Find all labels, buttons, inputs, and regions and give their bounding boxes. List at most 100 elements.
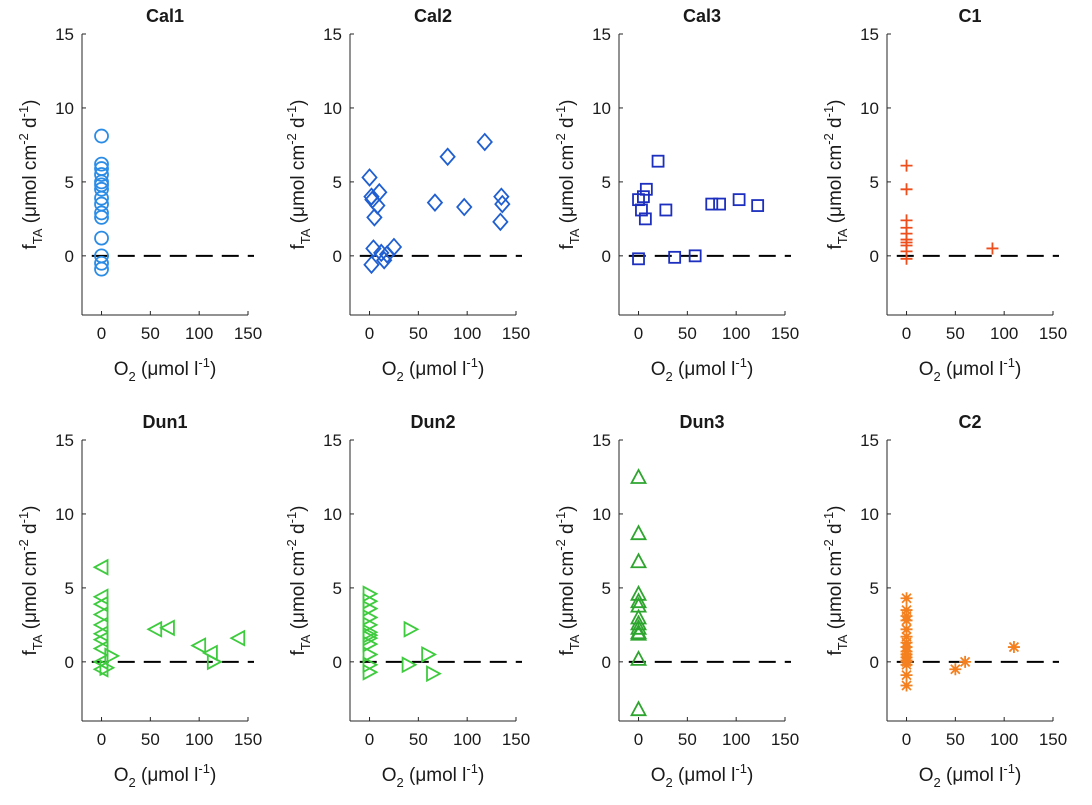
x-tick-label: 50: [141, 324, 160, 343]
data-point: [146, 620, 163, 638]
data-point: [630, 552, 648, 569]
y-axis-label: fTA (μmol cm-2 d-1): [553, 99, 582, 249]
x-tick-label: 50: [946, 324, 965, 343]
data-point: [1007, 641, 1020, 654]
x-axis-label: O2 (μmol l-1): [382, 761, 485, 790]
data-point: [369, 196, 386, 215]
data-point: [375, 250, 393, 270]
data-point: [94, 190, 109, 206]
x-tick-label: 100: [722, 730, 750, 749]
x-tick-label: 100: [722, 324, 750, 343]
y-tick-label: 0: [65, 247, 74, 266]
data-point: [688, 249, 702, 263]
x-axis-label: O2 (μmol l-1): [919, 355, 1022, 384]
data-point: [190, 637, 207, 655]
y-tick-label: 10: [592, 505, 611, 524]
y-tick-label: 10: [592, 99, 611, 118]
data-point: [493, 187, 510, 207]
y-tick-label: 15: [323, 431, 342, 450]
y-tick-label: 5: [870, 173, 879, 192]
data-point: [94, 255, 109, 271]
y-tick-label: 15: [323, 25, 342, 44]
y-tick-label: 10: [323, 505, 342, 524]
x-tick-label: 50: [678, 324, 697, 343]
x-axis-label: O2 (μmol l-1): [114, 355, 217, 384]
y-tick-label: 10: [55, 99, 74, 118]
data-point: [713, 197, 726, 211]
data-point: [385, 237, 403, 257]
data-point: [639, 182, 653, 196]
panel-title: Cal3: [683, 6, 721, 26]
data-point: [92, 616, 109, 634]
y-tick-label: 0: [333, 653, 342, 672]
data-point: [751, 199, 765, 212]
y-tick-label: 5: [65, 579, 74, 598]
y-tick-label: 0: [602, 653, 611, 672]
data-point: [92, 640, 109, 658]
x-tick-label: 0: [634, 730, 643, 749]
data-point: [630, 614, 648, 631]
data-point: [426, 665, 442, 683]
data-point: [900, 623, 913, 636]
data-point: [362, 663, 379, 681]
y-tick-label: 10: [860, 505, 879, 524]
panel-title: Dun3: [680, 412, 725, 432]
data-point: [476, 132, 493, 152]
y-tick-label: 0: [333, 247, 342, 266]
x-tick-label: 150: [1039, 730, 1067, 749]
y-axis-label: fTA (μmol cm-2 d-1): [821, 505, 850, 655]
data-point: [637, 190, 650, 204]
y-tick-label: 0: [65, 653, 74, 672]
data-point: [362, 635, 379, 653]
x-tick-label: 0: [902, 324, 911, 343]
y-tick-label: 15: [592, 25, 611, 44]
data-point: [900, 592, 913, 605]
data-point: [492, 212, 509, 232]
y-tick-label: 10: [55, 505, 74, 524]
y-tick-label: 15: [860, 25, 879, 44]
x-axis-label: O2 (μmol l-1): [651, 761, 754, 790]
data-point: [92, 631, 109, 649]
data-point: [986, 242, 999, 255]
y-tick-label: 5: [65, 173, 74, 192]
x-tick-label: 100: [185, 730, 213, 749]
data-point: [900, 679, 913, 692]
data-point: [94, 128, 109, 144]
data-point: [630, 649, 648, 666]
data-point: [421, 645, 438, 663]
y-tick-label: 5: [333, 579, 342, 598]
data-point: [92, 606, 109, 624]
y-tick-label: 15: [860, 431, 879, 450]
y-tick-label: 15: [592, 431, 611, 450]
data-point: [94, 181, 109, 197]
x-tick-label: 100: [453, 730, 481, 749]
data-point: [99, 659, 116, 677]
x-tick-label: 0: [634, 324, 643, 343]
data-point: [900, 183, 913, 196]
data-point: [94, 156, 109, 172]
data-point: [363, 255, 380, 275]
panel-title: Dun2: [411, 412, 456, 432]
data-point: [638, 212, 652, 226]
data-point: [632, 252, 645, 266]
panel-title: Dun1: [143, 412, 188, 432]
data-point: [630, 624, 648, 641]
data-point: [371, 182, 388, 202]
data-point: [732, 193, 746, 207]
y-axis-label: fTA (μmol cm-2 d-1): [821, 99, 850, 249]
y-tick-label: 15: [55, 431, 74, 450]
data-point: [373, 243, 390, 263]
data-point: [456, 197, 473, 217]
data-point: [630, 468, 648, 484]
y-tick-label: 5: [333, 173, 342, 192]
y-tick-label: 0: [870, 247, 879, 266]
data-point: [705, 197, 719, 211]
x-tick-label: 150: [771, 730, 799, 749]
data-point: [94, 230, 109, 246]
data-point: [900, 669, 913, 682]
x-tick-label: 150: [502, 730, 530, 749]
data-point: [630, 592, 648, 609]
